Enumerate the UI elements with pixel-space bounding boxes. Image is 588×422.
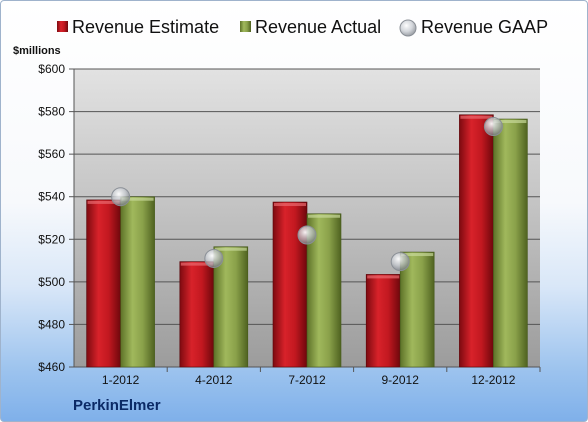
bar-top-highlight xyxy=(121,197,154,201)
bar-revenue-estimate xyxy=(86,199,121,368)
legend-label-actual: Revenue Actual xyxy=(255,17,381,37)
legend: Revenue Estimate Revenue Actual Revenue … xyxy=(57,17,548,37)
x-axis: 1-2012 4-2012 7-2012 9-2012 12-2012 xyxy=(102,367,541,387)
y-tick-label: $520 xyxy=(38,232,65,246)
legend-label-gaap: Revenue GAAP xyxy=(421,17,548,37)
bar-revenue-actual xyxy=(120,196,155,368)
bars xyxy=(86,114,528,368)
marker-revenue-gaap xyxy=(204,248,224,268)
x-tick-label: 1-2012 xyxy=(102,373,140,387)
y-tick-label: $580 xyxy=(38,105,65,119)
bar-revenue-actual xyxy=(213,246,249,368)
bar-revenue-actual xyxy=(399,251,435,368)
marker-revenue-gaap xyxy=(297,225,317,245)
legend-label-estimate: Revenue Estimate xyxy=(72,17,219,37)
bar-revenue-actual xyxy=(493,118,528,368)
bar-top-highlight xyxy=(274,203,306,207)
bar-revenue-estimate xyxy=(179,261,215,368)
bar-revenue-estimate xyxy=(365,274,401,368)
bar-revenue-estimate xyxy=(272,201,308,368)
y-tick-label: $600 xyxy=(38,62,65,76)
bar-top-highlight xyxy=(214,247,247,251)
y-axis-unit-label: $millions xyxy=(13,45,61,57)
x-tick-label: 4-2012 xyxy=(195,373,233,387)
y-tick-label: $500 xyxy=(38,275,65,289)
x-tick-label: 12-2012 xyxy=(471,373,515,387)
bar-top-highlight xyxy=(180,262,213,266)
marker-revenue-gaap xyxy=(390,252,410,272)
marker-revenue-gaap xyxy=(111,187,131,207)
y-tick-label: $560 xyxy=(38,147,65,161)
marker-revenue-gaap xyxy=(483,116,503,136)
legend-swatch-actual xyxy=(240,21,251,32)
y-tick-label: $540 xyxy=(38,190,65,204)
legend-swatch-estimate xyxy=(57,21,68,32)
x-tick-label: 9-2012 xyxy=(382,373,420,387)
bar-top-highlight xyxy=(308,214,340,218)
y-tick-label: $460 xyxy=(38,360,65,374)
bar-top-highlight xyxy=(494,120,527,124)
legend-swatch-gaap xyxy=(399,19,417,37)
legend-item-revenue-gaap: Revenue GAAP xyxy=(399,17,548,37)
bar-revenue-estimate xyxy=(459,114,494,368)
y-axis: $460 $480 $500 $520 $540 $560 $580 $600 xyxy=(38,62,65,374)
bar-top-highlight xyxy=(367,275,400,279)
y-tick-label: $480 xyxy=(38,317,65,331)
legend-item-revenue-actual: Revenue Actual xyxy=(240,17,381,37)
legend-item-revenue-estimate: Revenue Estimate xyxy=(57,17,219,37)
bar-top-highlight xyxy=(460,115,493,119)
company-name: PerkinElmer xyxy=(73,397,161,414)
gaap-markers xyxy=(111,116,503,272)
bar-top-highlight xyxy=(87,200,120,204)
x-tick-label: 7-2012 xyxy=(288,373,326,387)
bar-top-highlight xyxy=(401,253,434,257)
